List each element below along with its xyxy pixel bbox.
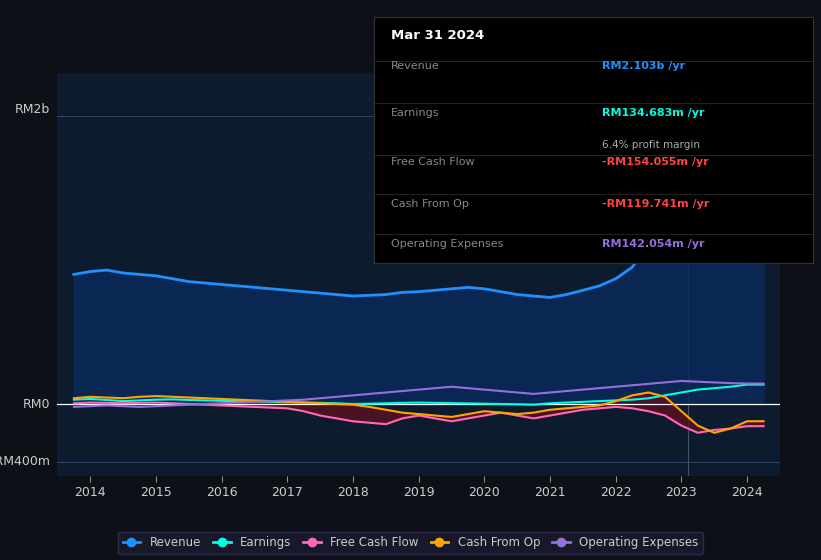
Text: Mar 31 2024: Mar 31 2024 [391,29,484,42]
Text: Earnings: Earnings [391,108,439,118]
Text: Revenue: Revenue [391,61,440,71]
Text: -RM119.741m /yr: -RM119.741m /yr [602,199,709,209]
Text: -RM154.055m /yr: -RM154.055m /yr [602,157,709,167]
Text: RM2b: RM2b [15,103,50,116]
Text: Operating Expenses: Operating Expenses [391,239,503,249]
Text: RM0: RM0 [23,398,50,410]
Text: Free Cash Flow: Free Cash Flow [391,157,475,167]
Legend: Revenue, Earnings, Free Cash Flow, Cash From Op, Operating Expenses: Revenue, Earnings, Free Cash Flow, Cash … [118,531,703,554]
Text: RM142.054m /yr: RM142.054m /yr [602,239,704,249]
Text: Cash From Op: Cash From Op [391,199,469,209]
Text: RM134.683m /yr: RM134.683m /yr [602,108,704,118]
Text: -RM400m: -RM400m [0,455,50,468]
Text: RM2.103b /yr: RM2.103b /yr [602,61,685,71]
Text: 6.4% profit margin: 6.4% profit margin [602,140,700,150]
